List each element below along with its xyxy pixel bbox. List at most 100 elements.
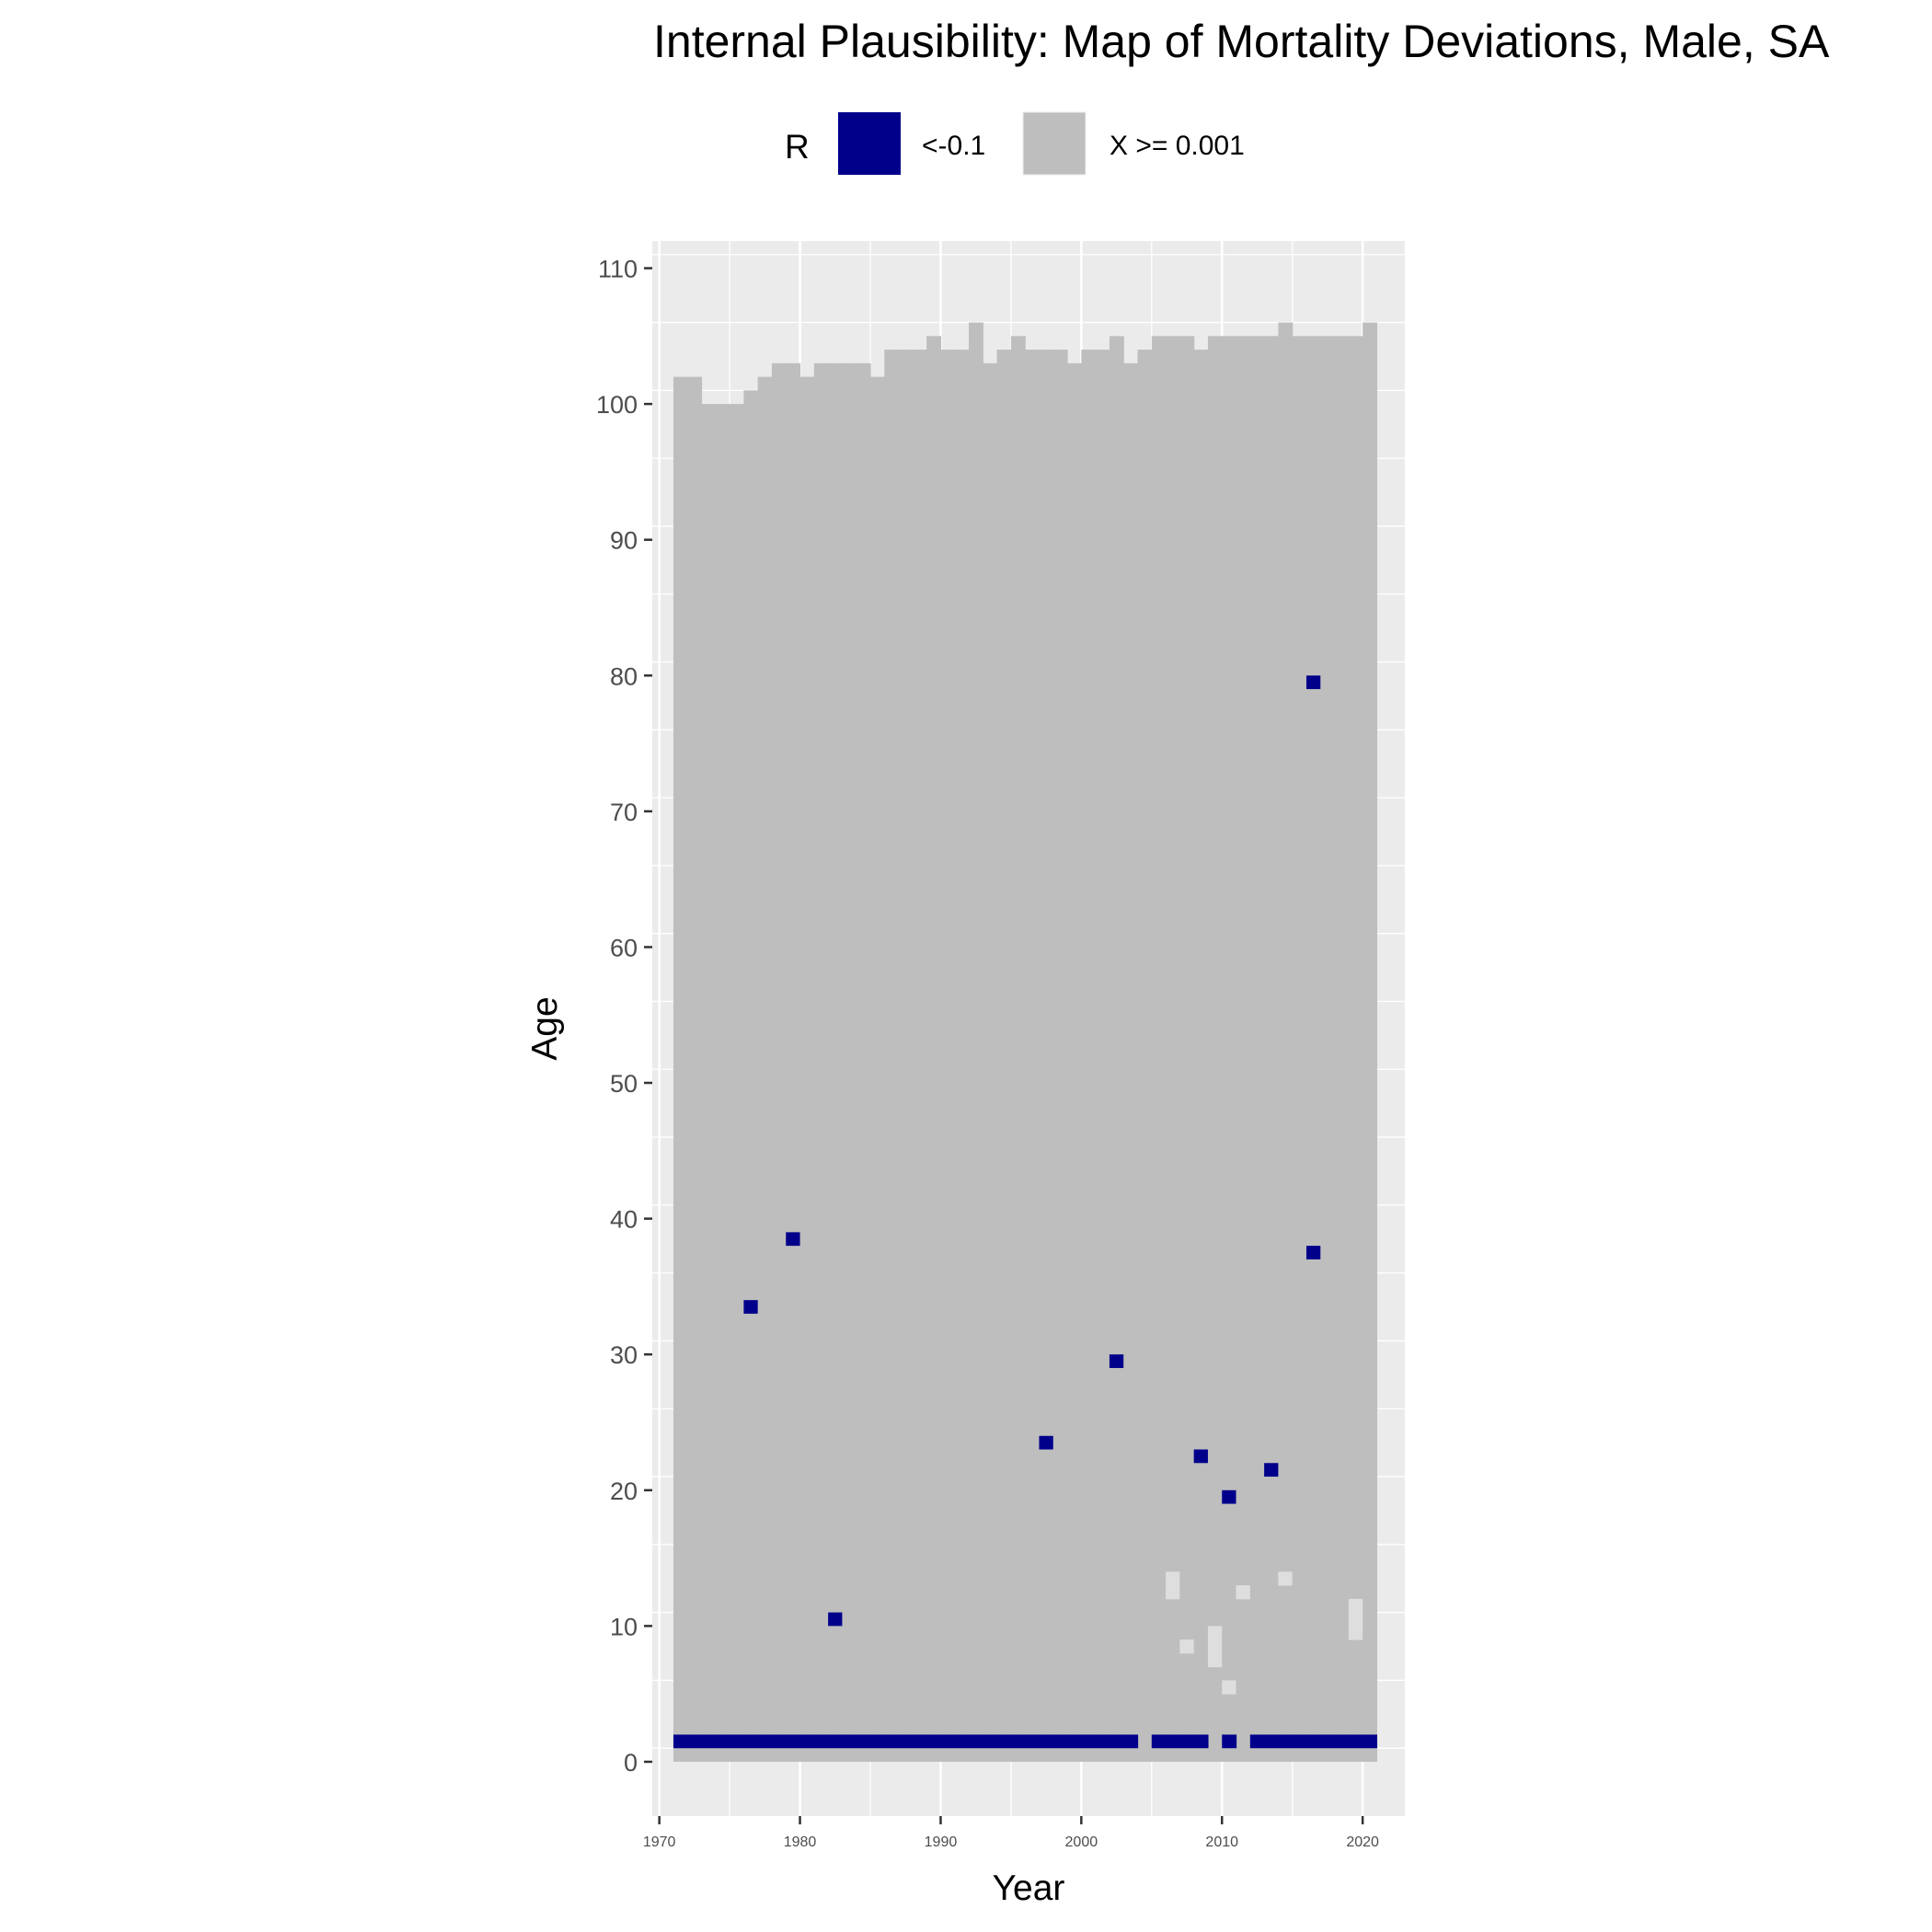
covered-column — [940, 350, 956, 1762]
deviation-cell — [1305, 1246, 1321, 1259]
deviation-cell — [673, 1734, 688, 1749]
deviation-cell — [771, 1734, 787, 1749]
covered-column — [1193, 350, 1209, 1762]
deviation-cell — [983, 1734, 998, 1749]
deviation-cell — [687, 1734, 703, 1749]
deviation-cell — [1193, 1449, 1208, 1464]
deviation-cell — [828, 1612, 843, 1627]
low-value-cell — [1348, 1626, 1363, 1640]
deviation-cell — [715, 1734, 730, 1749]
deviation-cell — [1264, 1463, 1279, 1478]
covered-column — [1320, 336, 1336, 1762]
y-tick-label: 80 — [610, 662, 638, 690]
covered-column — [1207, 336, 1223, 1762]
deviation-cell — [799, 1734, 815, 1749]
covered-column — [1236, 336, 1251, 1762]
deviation-cell — [1039, 1435, 1053, 1450]
x-tick-label: 2000 — [1065, 1834, 1098, 1850]
covered-column — [1334, 336, 1350, 1762]
deviation-cell — [743, 1734, 759, 1749]
deviation-cell — [1109, 1354, 1124, 1368]
deviation-cell — [842, 1734, 857, 1749]
x-tick-label: 1980 — [784, 1834, 817, 1850]
covered-column — [1010, 336, 1026, 1762]
covered-column — [842, 362, 857, 1762]
deviation-cell — [1278, 1734, 1294, 1749]
covered-column — [799, 376, 815, 1762]
low-value-cell — [1348, 1612, 1363, 1627]
low-value-cells — [1166, 1571, 1363, 1695]
deviation-cell — [1305, 675, 1321, 690]
legend-title: R — [785, 128, 810, 166]
deviation-cell — [898, 1734, 914, 1749]
legend-key-deviation — [838, 112, 901, 175]
covered-column — [884, 350, 900, 1762]
low-value-cell — [1236, 1585, 1250, 1600]
x-axis-title: Year — [993, 1869, 1065, 1908]
covered-column — [673, 376, 688, 1762]
deviation-cell — [869, 1734, 885, 1749]
deviation-cell — [912, 1734, 927, 1749]
y-tick-label: 90 — [610, 527, 638, 555]
y-tick-label: 110 — [598, 256, 638, 283]
covered-column — [1052, 350, 1068, 1762]
deviation-cell — [730, 1734, 744, 1749]
covered-column — [687, 376, 703, 1762]
covered-column — [1067, 362, 1082, 1762]
covered-column — [813, 362, 829, 1762]
deviation-cell — [1320, 1734, 1336, 1749]
chart-title: Internal Plausibility: Map of Mortality … — [653, 16, 1830, 67]
covered-column — [1166, 336, 1180, 1762]
deviation-cell — [743, 1300, 758, 1314]
deviation-cell — [757, 1734, 773, 1749]
covered-column — [1278, 322, 1294, 1762]
y-tick-label: 70 — [610, 799, 638, 826]
covered-column — [1264, 336, 1279, 1762]
deviation-cell — [1222, 1489, 1236, 1504]
deviation-cell — [1151, 1734, 1167, 1749]
deviation-cell — [1052, 1734, 1068, 1749]
deviation-cell — [1264, 1734, 1279, 1749]
covered-column — [869, 376, 885, 1762]
covered-column — [1348, 336, 1363, 1762]
covered-column — [856, 362, 871, 1762]
deviation-cell — [926, 1734, 942, 1749]
y-tick-label: 0 — [624, 1749, 638, 1777]
axes: 0 10 20 30 40 50 60 70 80 90 100 110 1970 1980 1990 200… — [596, 256, 1379, 1850]
deviation-cell — [1334, 1734, 1350, 1749]
x-tick-label: 2010 — [1205, 1834, 1238, 1850]
deviation-cell — [1249, 1734, 1265, 1749]
deviation-cell — [1025, 1734, 1041, 1749]
covered-column — [1305, 336, 1321, 1762]
covered-column — [1081, 350, 1097, 1762]
deviation-cell — [813, 1734, 829, 1749]
low-value-cell — [1166, 1571, 1180, 1586]
y-tick-label: 10 — [610, 1613, 638, 1640]
deviation-cell — [1095, 1734, 1110, 1749]
deviation-cells — [673, 675, 1378, 1749]
covered-column — [996, 350, 1012, 1762]
legend: R <-0.1 X >= 0.001 — [785, 111, 1245, 176]
deviation-cell — [884, 1734, 900, 1749]
deviation-cell — [1193, 1734, 1209, 1749]
covered-column — [1222, 336, 1237, 1762]
x-tick-label: 1970 — [643, 1834, 676, 1850]
deviation-cell — [856, 1734, 871, 1749]
y-tick-label: 40 — [610, 1206, 638, 1234]
covered-column — [730, 404, 744, 1762]
deviation-cell — [1363, 1734, 1378, 1749]
y-tick-label: 30 — [610, 1341, 638, 1369]
covered-column — [715, 404, 730, 1762]
legend-label-covered: X >= 0.001 — [1110, 131, 1245, 161]
covered-column — [912, 350, 927, 1762]
covered-column — [828, 362, 844, 1762]
covered-column — [757, 376, 773, 1762]
low-value-cell — [1207, 1652, 1223, 1668]
x-tick-label: 2020 — [1346, 1834, 1379, 1850]
legend-label-deviation: <-0.1 — [922, 131, 985, 161]
covered-column — [1249, 336, 1265, 1762]
y-tick-label: 50 — [610, 1070, 638, 1098]
deviation-cell — [786, 1232, 800, 1247]
deviation-cell — [1039, 1734, 1054, 1749]
